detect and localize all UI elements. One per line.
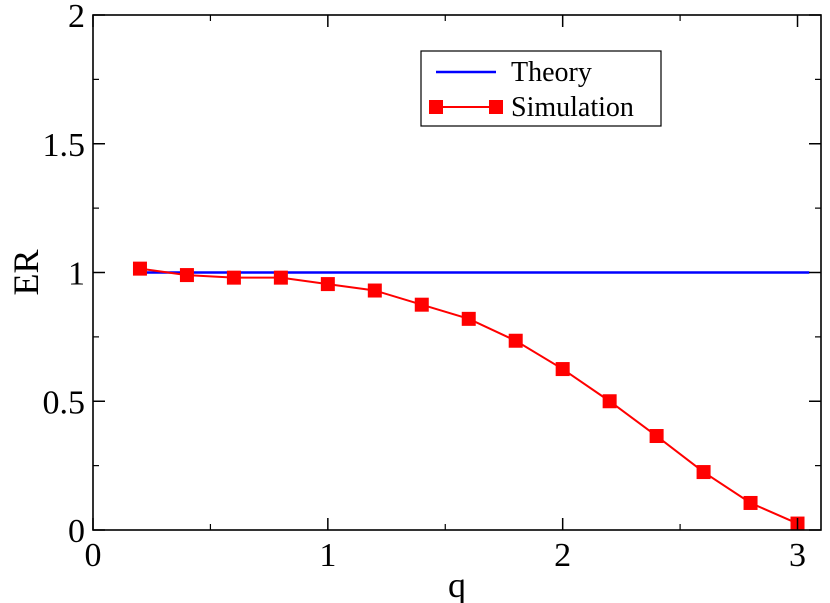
y-tick-label: 1.5 [43, 127, 86, 164]
simulation-point [367, 283, 382, 298]
legend-simulation-marker [429, 100, 443, 114]
y-tick-label: 2 [68, 0, 85, 35]
legend-theory-label: Theory [511, 57, 592, 88]
simulation-point [414, 297, 429, 312]
simulation-point [743, 495, 758, 510]
x-tick-label: 0 [85, 537, 102, 574]
simulation-point [602, 394, 617, 409]
simulation-point [179, 268, 194, 283]
simulation-point [508, 333, 523, 348]
x-tick-label: 1 [319, 537, 336, 574]
y-tick-label: 0.5 [43, 384, 86, 421]
legend: Theory Simulation [420, 50, 662, 127]
legend-simulation-marker [489, 100, 503, 114]
simulation-point [132, 261, 147, 276]
legend-simulation-label: Simulation [511, 92, 634, 123]
simulation-point [555, 362, 570, 377]
series-layer [132, 261, 810, 531]
y-tick-label: 1 [68, 256, 85, 293]
ticks-layer: 0 1 2 3 0 0.5 1 1.5 2 [43, 0, 821, 574]
simulation-point [461, 311, 476, 326]
y-axis-title: ER [6, 249, 46, 295]
legend-box [420, 50, 662, 127]
simulation-point [696, 465, 711, 480]
y-tick-label: 0 [68, 513, 85, 550]
x-tick-label: 3 [789, 537, 806, 574]
x-axis-title: q [448, 565, 466, 603]
x-tick-label: 2 [554, 537, 571, 574]
simulation-point [273, 270, 288, 285]
simulation-point [226, 270, 241, 285]
simulation-point [649, 429, 664, 444]
simulation-point [320, 277, 335, 292]
